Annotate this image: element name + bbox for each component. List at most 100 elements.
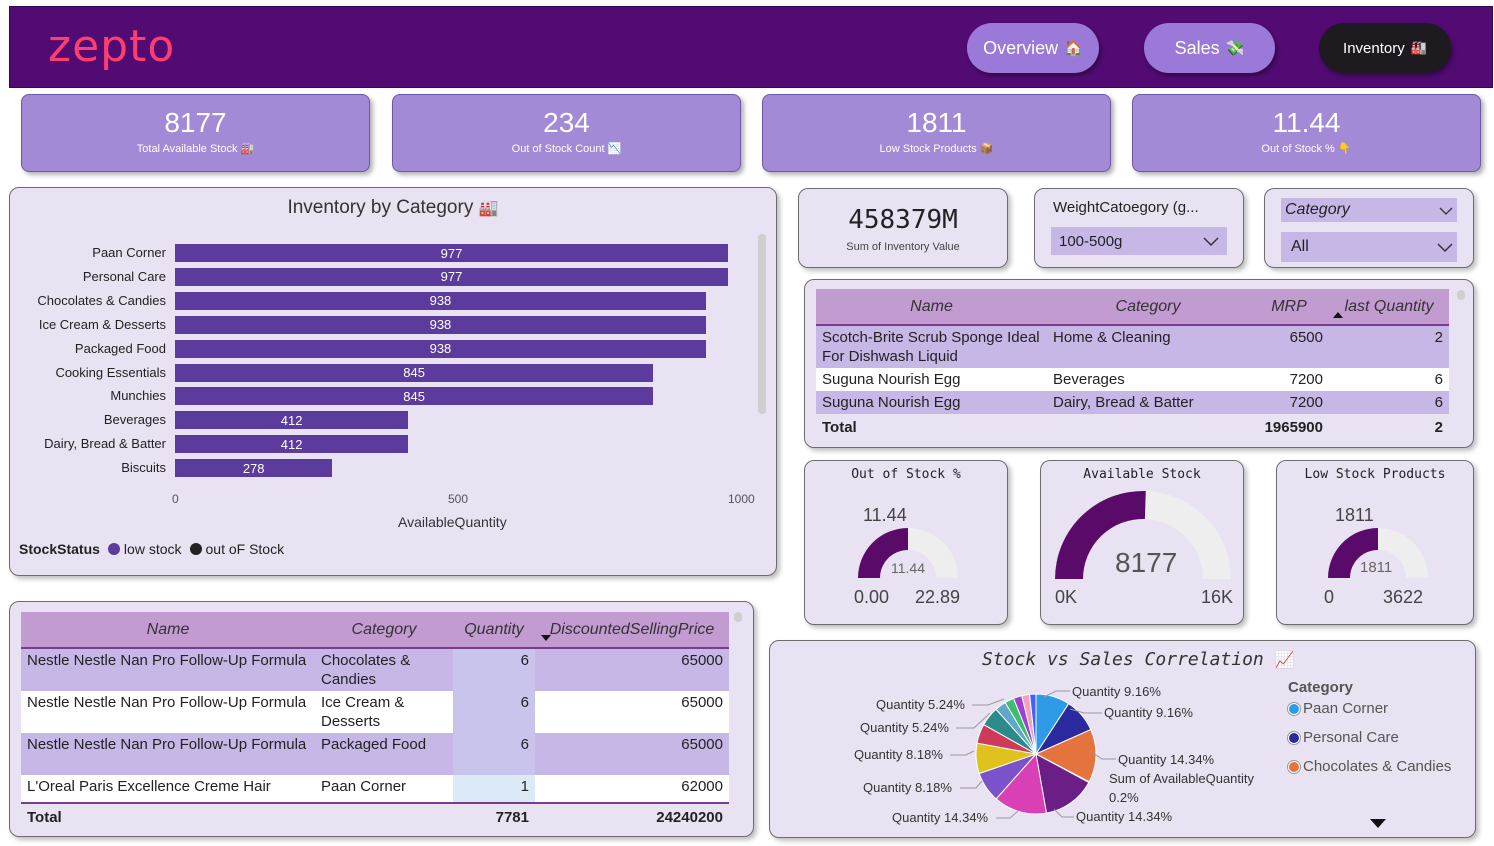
category-label: Chocolates & Candies (37, 293, 166, 308)
legend-item-out-of-stock[interactable]: out oF Stock (206, 541, 285, 557)
kpi-label: Out of Stock % (1261, 143, 1334, 155)
table-row[interactable]: Scotch-Brite Scrub Sponge Ideal For Dish… (816, 325, 1449, 368)
gauge-out-of-stock-percent: Out of Stock % 11.44 11.44 0.00 22.89 (804, 460, 1008, 625)
table-row[interactable]: L'Oreal Paris Excellence Creme Hair Paan… (21, 775, 729, 803)
column-header-last-quantity[interactable]: last Quantity (1329, 289, 1449, 325)
column-header-mrp[interactable]: MRP (1249, 289, 1329, 325)
legend-item-low-stock[interactable]: low stock (124, 541, 182, 557)
nav-overview-button[interactable]: Overview 🏠 (967, 23, 1099, 73)
column-header-discounted-selling-price[interactable]: DiscountedSellingPrice (535, 612, 729, 648)
cell-name: Suguna Nourish Egg (816, 391, 1047, 414)
legend-item-personal-care[interactable]: Personal Care (1288, 729, 1451, 746)
cell-name: Scotch-Brite Scrub Sponge Ideal For Dish… (816, 325, 1047, 368)
table-row[interactable]: Nestle Nestle Nan Pro Follow-Up Formula … (21, 733, 729, 775)
kpi-label: Out of Stock Count (512, 143, 605, 155)
category-label: Paan Corner (92, 245, 166, 260)
total-mrp: 1965900 (1249, 414, 1329, 441)
legend-swatch (1288, 732, 1300, 744)
nav-sales-label: Sales (1175, 38, 1220, 59)
mrp-table: Name Category MRP last Quantity Scotch-B… (816, 289, 1449, 441)
sum-inventory-value: 458379M (799, 205, 1007, 235)
top-nav-bar: zepto Overview 🏠 Sales 💸 Inventory 🏭 (9, 6, 1493, 88)
chevron-down-icon (1437, 238, 1453, 257)
cell-price: 65000 (535, 691, 729, 733)
table-total-row: Total 1965900 2 (816, 414, 1449, 441)
table-row[interactable]: Nestle Nestle Nan Pro Follow-Up Formula … (21, 648, 729, 691)
dropdown-value: All (1291, 238, 1309, 256)
discount-table: Name Category Quantity DiscountedSelling… (21, 612, 729, 831)
category-filter-header[interactable]: Category (1281, 198, 1457, 222)
money-icon: 💸 (1226, 39, 1245, 57)
table-row[interactable]: Nestle Nestle Nan Pro Follow-Up Formula … (21, 691, 729, 733)
category-label: Dairy, Bread & Batter (44, 436, 166, 451)
cell-quantity: 6 (1329, 368, 1449, 391)
nav-sales-button[interactable]: Sales 💸 (1144, 23, 1275, 73)
legend-label: Chocolates & Candies (1303, 758, 1451, 775)
chevron-down-icon (1203, 232, 1219, 251)
bar[interactable]: 278 (175, 459, 332, 477)
category-label: Cooking Essentials (55, 365, 166, 380)
total-empty (1047, 414, 1249, 441)
scrollbar[interactable] (758, 234, 766, 414)
legend-scroll-down-icon[interactable] (1370, 813, 1386, 832)
bar[interactable]: 412 (175, 411, 408, 429)
table-row[interactable]: Suguna Nourish Egg Dairy, Bread & Batter… (816, 391, 1449, 414)
nav-inventory-button[interactable]: Inventory 🏭 (1319, 23, 1451, 73)
bar[interactable]: 938 (175, 292, 706, 310)
legend-swatch (1288, 703, 1300, 715)
discount-table-card: Name Category Quantity DiscountedSelling… (9, 601, 754, 837)
cell-price: 62000 (535, 775, 729, 803)
legend-item-chocolates-candies[interactable]: Chocolates & Candies (1288, 758, 1451, 775)
cell-mrp: 6500 (1249, 325, 1329, 368)
factory-icon: 🏭 (1411, 40, 1427, 56)
column-header-name[interactable]: Name (21, 612, 315, 648)
gauge-max: 3622 (1383, 587, 1423, 608)
bar[interactable]: 938 (175, 316, 706, 334)
table-total-row: Total 7781 24240200 (21, 803, 729, 831)
legend-label: Personal Care (1303, 729, 1399, 746)
filter-label: WeightCatoegory (g... (1053, 199, 1243, 216)
bar[interactable]: 977 (175, 244, 728, 262)
legend-item-paan-corner[interactable]: Paan Corner (1288, 700, 1451, 717)
cell-name: Nestle Nestle Nan Pro Follow-Up Formula (21, 648, 315, 691)
scrollbar[interactable] (1457, 290, 1465, 300)
cell-quantity: 6 (453, 691, 535, 733)
gauge-value: 8177 (1115, 547, 1177, 579)
bar-chart-area: Paan Corner 977 Personal Care 977 Chocolates… (10, 188, 778, 577)
column-header-category[interactable]: Category (1047, 289, 1249, 325)
category-dropdown[interactable]: All (1281, 232, 1457, 262)
category-label: Packaged Food (75, 341, 166, 356)
cell-category: Chocolates & Candies (315, 648, 453, 691)
column-header-quantity[interactable]: Quantity (453, 612, 535, 648)
bar[interactable]: 845 (175, 387, 653, 405)
cell-price: 65000 (535, 733, 729, 775)
cell-name: Suguna Nourish Egg (816, 368, 1047, 391)
total-label: Total (21, 803, 315, 831)
table-row[interactable]: Suguna Nourish Egg Beverages 7200 6 (816, 368, 1449, 391)
filter-label: Category (1285, 201, 1350, 219)
column-header-category[interactable]: Category (315, 612, 453, 648)
x-tick: 500 (448, 492, 468, 506)
cell-mrp: 7200 (1249, 368, 1329, 391)
cell-quantity: 2 (1329, 325, 1449, 368)
kpi-value: 11.44 (1133, 107, 1480, 139)
scrollbar[interactable] (734, 612, 742, 622)
legend-swatch-low (108, 543, 120, 555)
gauge-inner-value: 1811 (1360, 559, 1392, 576)
bar[interactable]: 845 (175, 364, 653, 382)
legend-title: Category (1288, 679, 1451, 696)
kpi-out-of-stock-count: 234 Out of Stock Count 📉 (392, 94, 741, 172)
dropdown-value: 100-500g (1059, 233, 1122, 250)
weight-category-dropdown[interactable]: 100-500g (1051, 227, 1227, 255)
kpi-label: Total Available Stock (137, 143, 238, 155)
kpi-value: 234 (393, 107, 740, 139)
home-icon: 🏠 (1064, 39, 1083, 57)
bar[interactable]: 938 (175, 340, 706, 358)
cell-category: Beverages (1047, 368, 1249, 391)
bar[interactable]: 412 (175, 435, 408, 453)
cell-quantity: 6 (453, 733, 535, 775)
bar[interactable]: 977 (175, 268, 728, 286)
column-header-name[interactable]: Name (816, 289, 1047, 325)
x-tick: 0 (172, 492, 179, 506)
chart-legend: StockStatus low stock out oF Stock (19, 541, 284, 557)
